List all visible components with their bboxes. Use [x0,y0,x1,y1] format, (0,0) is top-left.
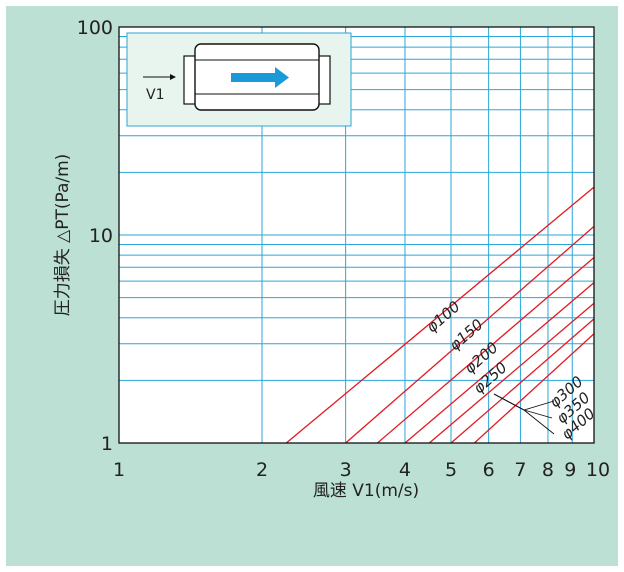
x-tick-label: 2 [256,459,268,481]
x-tick-label: 1 [113,459,125,481]
series-line [285,186,595,444]
plot-frame [118,26,595,444]
duct-inset: V1 [126,32,352,127]
axes: 1 2 3 4 5 6 7 8 9 10 1 10 100 [77,17,610,481]
series-line [404,282,595,444]
series-line [450,318,595,444]
y-axis-label: 圧力損失 △PT(Pa/m) [53,154,73,317]
inset-velocity-label: V1 [146,87,164,103]
x-tick-label: 6 [483,459,495,481]
series-line [345,225,595,444]
x-axis-label: 風速 V1(m/s) [313,481,419,501]
x-tick-label: 10 [586,459,610,481]
flow-arrow-shaft [231,73,275,82]
x-tick-label: 4 [399,459,411,481]
y-tick-label: 10 [89,225,113,247]
x-tick-label: 5 [445,459,457,481]
label-leader [493,393,555,435]
y-tick-label: 100 [77,17,113,39]
x-tick-label: 3 [340,459,352,481]
y-tick-label: 1 [101,433,113,455]
flow-arrow-icon [275,67,289,88]
series-line [473,333,595,444]
series-line [428,302,595,444]
series-line [377,256,595,444]
velocity-arrow-icon [170,74,176,80]
x-tick-label: 8 [542,459,554,481]
x-tick-label: 7 [514,459,526,481]
x-tick-label: 9 [564,459,576,481]
